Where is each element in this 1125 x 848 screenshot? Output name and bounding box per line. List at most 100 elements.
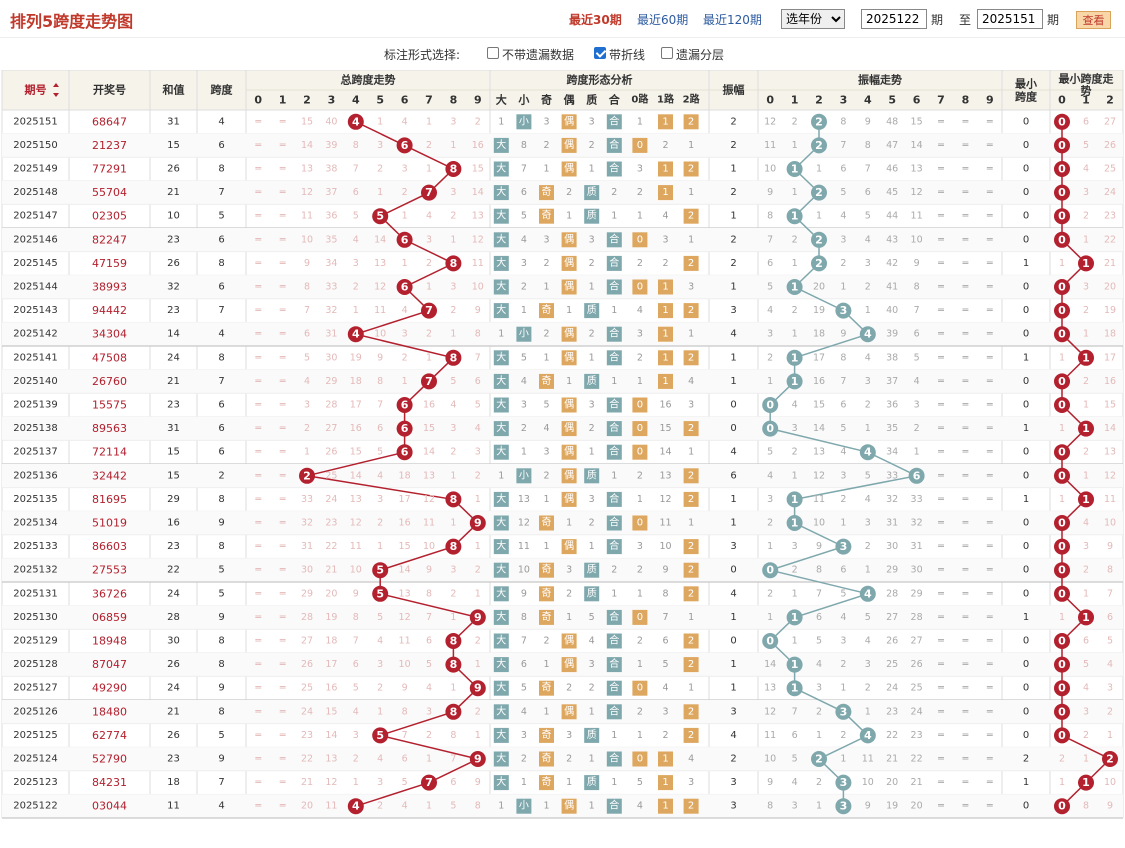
shape-col-header: 1路 — [657, 93, 675, 106]
amp-miss: ═ — [937, 164, 944, 175]
shape-badge-label: 2 — [688, 164, 694, 175]
span-ball-label: 5 — [376, 587, 384, 600]
shape-badge — [632, 397, 648, 413]
shape-badge-label: 大 — [496, 492, 506, 505]
min-span-cell: 1 — [1023, 352, 1029, 363]
span-miss: 5 — [426, 659, 432, 670]
amp-miss: ═ — [962, 518, 969, 529]
amp-header: 振幅 — [723, 83, 745, 97]
shape-col-header: 大 — [496, 93, 507, 107]
shape-badge-label: 奇 — [542, 775, 552, 788]
shape-badge — [539, 586, 554, 602]
shape-badge-label: 小 — [519, 800, 529, 812]
span-miss: ═ — [254, 754, 261, 765]
amp-ball — [786, 515, 803, 531]
span-miss: 9 — [475, 777, 481, 788]
shape-badge — [584, 562, 600, 578]
shape-miss: 2 — [543, 470, 549, 481]
amp-miss: 1 — [792, 588, 798, 599]
amp-miss: 41 — [886, 282, 898, 293]
end-issue-input[interactable] — [977, 9, 1043, 29]
shape-badge — [493, 633, 509, 649]
span-miss: 16 — [472, 140, 484, 151]
amp-miss: 7 — [816, 588, 822, 599]
shape-badge-label: 大 — [496, 704, 506, 717]
sum-cell: 23 — [167, 754, 180, 765]
amp-miss: 5 — [865, 211, 871, 222]
amp-miss: 34 — [886, 447, 898, 458]
span-miss: ═ — [279, 187, 286, 198]
shape-badge-label: 0 — [637, 423, 643, 434]
amp-miss: 5 — [865, 612, 871, 623]
span-miss: ═ — [254, 659, 261, 670]
shape-badge-label: 2 — [688, 541, 694, 552]
shape-miss: 15 — [659, 423, 671, 434]
view-button[interactable]: 查看 — [1076, 11, 1111, 29]
recent-120-link[interactable]: 最近120期 — [703, 13, 762, 27]
min-miss: 1 — [1083, 400, 1089, 411]
recent-30-link[interactable]: 最近30期 — [569, 13, 622, 27]
amp-miss: ═ — [986, 258, 993, 269]
shape-badge — [632, 444, 648, 460]
span-ball — [445, 656, 462, 673]
span-miss: 7 — [304, 305, 310, 316]
span-miss: 32 — [301, 518, 313, 529]
min-miss: 19 — [1104, 305, 1116, 316]
span-miss: 13 — [301, 164, 313, 175]
shape-badge-label: 2 — [688, 565, 694, 576]
span-miss: 3 — [377, 777, 383, 788]
recent-60-link[interactable]: 最近60期 — [637, 13, 689, 27]
shape-badge-label: 大 — [496, 681, 506, 694]
layered-checkbox[interactable] — [661, 47, 673, 59]
min-ball — [1054, 231, 1070, 248]
min-miss: 9 — [1107, 541, 1113, 552]
span-miss: ═ — [279, 470, 286, 481]
polyline-checkbox[interactable] — [594, 47, 606, 59]
shape-badge-label: 2 — [688, 636, 694, 647]
sum-cell: 30 — [167, 636, 180, 647]
start-issue-input[interactable] — [861, 9, 927, 29]
span-miss: ═ — [279, 565, 286, 576]
amp-miss: ═ — [937, 801, 944, 812]
span-cell: 6 — [218, 234, 224, 245]
amp-miss: 8 — [865, 140, 871, 151]
amp-ball-label: 3 — [840, 540, 848, 553]
amp-miss: ═ — [962, 636, 969, 647]
span-ball — [445, 161, 462, 177]
shape-badge — [683, 468, 699, 484]
span-miss: 26 — [325, 447, 337, 458]
amp-miss: 4 — [865, 636, 871, 647]
shape-badge-label: 质 — [587, 729, 597, 741]
shape-badge-label: 偶 — [564, 162, 574, 175]
shape-miss: 1 — [688, 518, 694, 529]
shape-miss: 2 — [589, 258, 595, 269]
issue-cell: 2025142 — [13, 329, 58, 340]
no-miss-checkbox[interactable] — [487, 47, 499, 59]
amp-cell: 1 — [730, 352, 736, 363]
min-miss: 3 — [1083, 187, 1089, 198]
shape-miss: 1 — [543, 541, 549, 552]
amp-miss: ═ — [962, 801, 969, 812]
span-miss: 2 — [475, 116, 481, 127]
amp-miss: 3 — [767, 494, 773, 505]
amp-miss: 9 — [865, 801, 871, 812]
span-miss: 36 — [325, 211, 337, 222]
year-select[interactable]: 选年份 — [781, 9, 845, 29]
shape-badge — [683, 727, 699, 743]
min-miss: 23 — [1104, 211, 1116, 222]
amp-ball — [811, 751, 827, 767]
min-span-cell: 0 — [1023, 588, 1029, 599]
number-cell: 87047 — [92, 658, 127, 671]
amp-miss: 15 — [813, 400, 825, 411]
amp-miss: 2 — [840, 659, 846, 670]
amp-miss: 12 — [764, 706, 776, 717]
shape-miss: 2 — [521, 423, 527, 434]
span-miss: ═ — [279, 612, 286, 623]
issue-cell: 2025140 — [13, 376, 58, 387]
span-miss: 4 — [353, 234, 359, 245]
number-cell: 21237 — [92, 139, 127, 152]
amp-ball — [859, 444, 876, 461]
sum-cell: 21 — [167, 376, 180, 387]
amp-miss: ═ — [937, 352, 944, 363]
sum-cell: 21 — [167, 187, 180, 198]
